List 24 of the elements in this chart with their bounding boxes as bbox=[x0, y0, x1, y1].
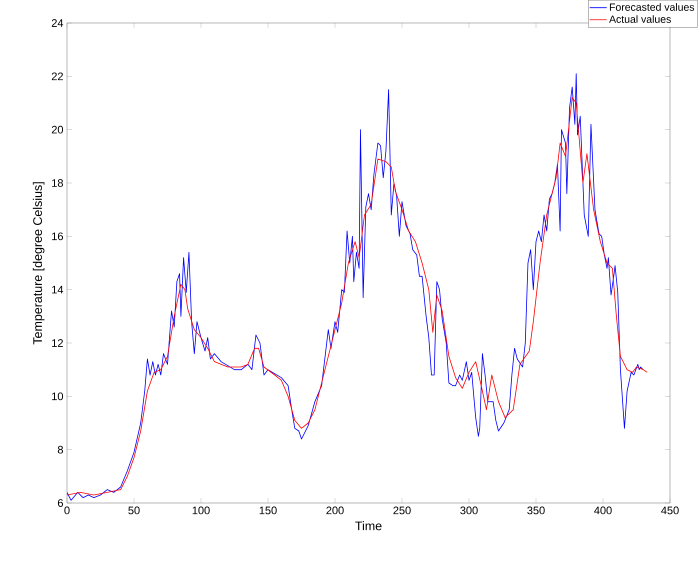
x-axis-title: Time bbox=[355, 521, 382, 530]
x-tick-label: 50 bbox=[128, 506, 140, 514]
y-tick-label: 10 bbox=[52, 392, 64, 400]
x-tick-label: 400 bbox=[594, 506, 612, 514]
y-tick-label: 8 bbox=[58, 446, 63, 454]
legend-label: Forecasted values bbox=[610, 3, 694, 11]
x-tick-label: 350 bbox=[527, 506, 545, 514]
x-tick-label: 450 bbox=[661, 506, 679, 514]
legend-label: Actual values bbox=[609, 15, 671, 23]
y-tick-label: 6 bbox=[58, 499, 63, 507]
y-tick-label: 12 bbox=[52, 339, 63, 347]
y-tick-label: 16 bbox=[52, 232, 63, 240]
y-axis-title: Temperature [degree Celsius] bbox=[32, 182, 44, 344]
x-tick-label: 200 bbox=[326, 506, 344, 514]
x-tick-label: 0 bbox=[64, 506, 70, 514]
x-tick-label: 250 bbox=[393, 506, 411, 514]
y-tick-label: 20 bbox=[52, 126, 64, 134]
x-tick-label: 300 bbox=[460, 506, 478, 514]
x-tick-label: 150 bbox=[260, 506, 277, 514]
x-tick-label: 100 bbox=[192, 506, 210, 514]
y-tick-label: 22 bbox=[52, 72, 63, 80]
y-tick-label: 14 bbox=[52, 286, 64, 294]
y-tick-label: 18 bbox=[52, 179, 63, 187]
y-tick-label: 24 bbox=[52, 19, 64, 27]
